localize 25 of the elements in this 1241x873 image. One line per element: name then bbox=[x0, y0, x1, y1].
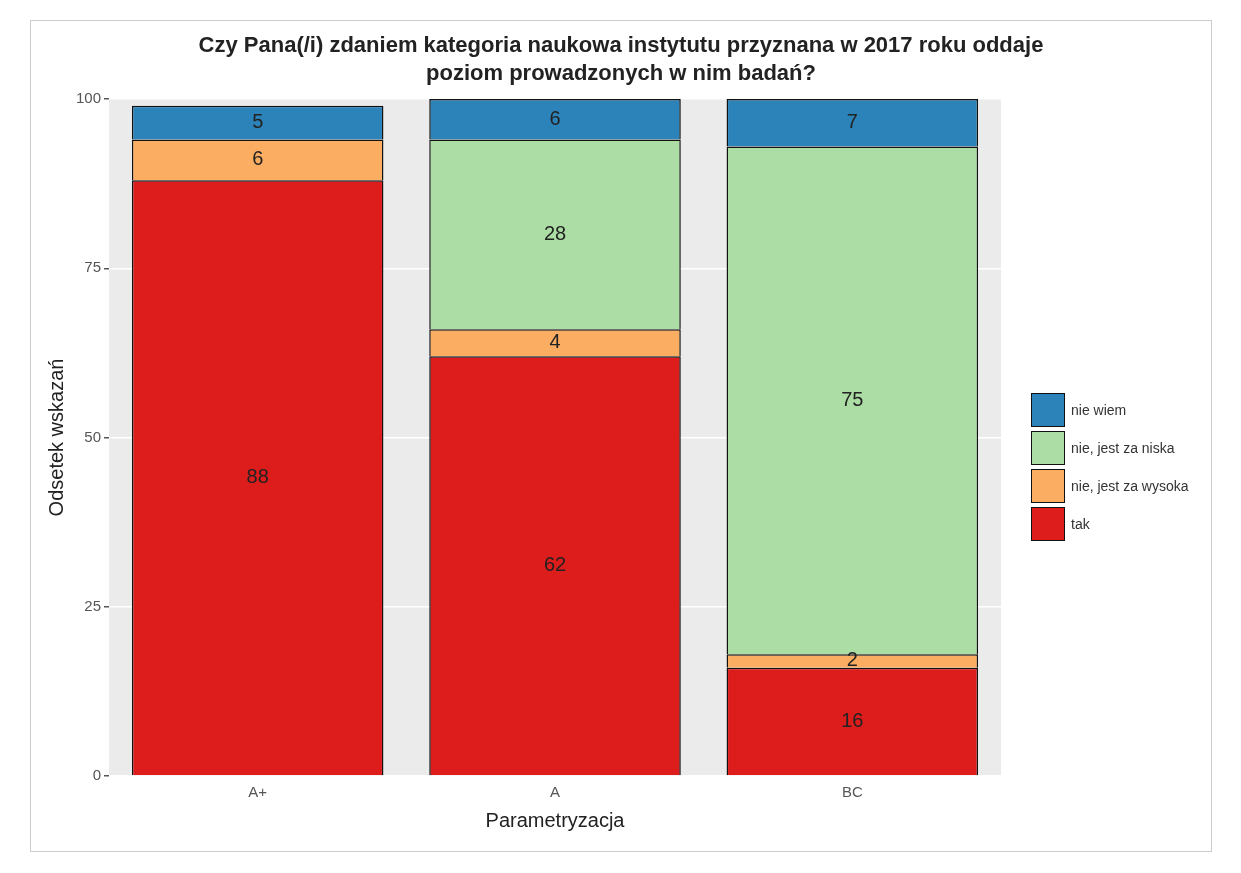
x-tick-label: A bbox=[550, 783, 561, 801]
text: nie wiem bbox=[1071, 402, 1127, 418]
text: nie, jest za wysoka bbox=[1071, 478, 1189, 494]
y-tick-label: 75 bbox=[84, 258, 102, 276]
data-label: 88 bbox=[246, 465, 269, 488]
chart-title: Czy Pana(/i) zdaniem kategoria naukowa instytutu przyznana w 2017 roku oddaje poziom prowadzonych w nim badań? bbox=[197, 31, 1045, 87]
data-label: 62 bbox=[543, 553, 567, 576]
x-tick-label: BC bbox=[841, 783, 863, 801]
data-label: 28 bbox=[543, 221, 567, 244]
text: tak bbox=[1071, 516, 1090, 532]
y-tick-label: 25 bbox=[84, 596, 102, 614]
y-tick-label: 0 bbox=[92, 766, 102, 784]
data-label: 75 bbox=[841, 387, 864, 410]
data-label: 5 bbox=[252, 110, 264, 133]
data-label: 7 bbox=[846, 110, 858, 133]
data-label: 4 bbox=[549, 330, 561, 353]
x-axis-title: Parametryzacja bbox=[485, 808, 626, 831]
text: nie, jest za niska bbox=[1071, 440, 1175, 456]
data-label: 6 bbox=[549, 106, 561, 129]
y-axis-title: Odsetek wskazań bbox=[44, 358, 67, 517]
data-label: 6 bbox=[252, 147, 264, 170]
y-tick-label: 50 bbox=[84, 427, 102, 445]
x-tick-label: A+ bbox=[248, 783, 268, 801]
data-label: 16 bbox=[841, 708, 864, 731]
y-tick-label: 100 bbox=[76, 89, 102, 107]
